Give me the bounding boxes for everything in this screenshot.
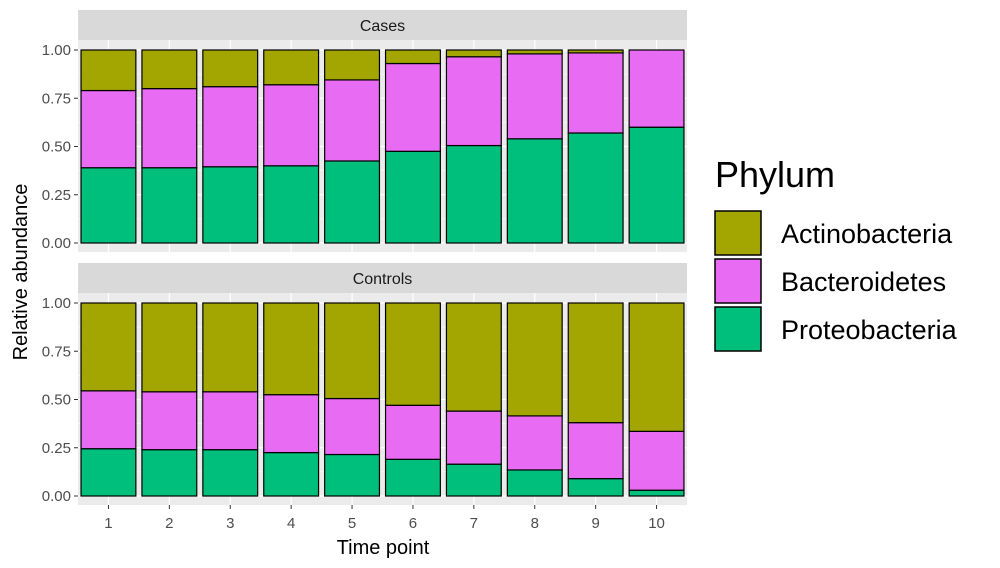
bar-segment-actinobacteria-2 [141, 302, 198, 393]
bar-segment-proteobacteria-4 [263, 451, 320, 497]
legend-label-proteobacteria: Proteobacteria [781, 315, 958, 345]
bar-segment-bacteroidetes-8 [506, 53, 563, 140]
bar-segment-actinobacteria-1 [80, 302, 137, 392]
bar-segment-proteobacteria-5 [324, 160, 381, 244]
bar-segment-bacteroidetes-9 [567, 422, 624, 480]
y-tick-label: 0.00 [42, 488, 71, 505]
y-tick-label: 0.25 [42, 440, 71, 457]
bar-segment-bacteroidetes-7 [445, 410, 502, 465]
x-tick-label: 9 [591, 515, 599, 532]
bar-segment-bacteroidetes-1 [80, 390, 137, 450]
y-tick-label: 0.25 [42, 187, 71, 204]
bar-segment-actinobacteria-1 [80, 49, 137, 92]
y-tick-label: 1.00 [42, 42, 71, 59]
y-axis-title: Relative abundance [10, 184, 32, 361]
legend-key-proteobacteria [714, 306, 762, 352]
bar-segment-actinobacteria-9 [567, 49, 624, 54]
legend: Phylum Actinobacteria Bacteroidetes Proteo… [714, 154, 958, 352]
bar-segment-bacteroidetes-10 [628, 49, 685, 128]
legend-key-bacteroidetes [714, 258, 762, 304]
bar-segment-proteobacteria-10 [628, 126, 685, 244]
x-tick-label: 2 [165, 515, 173, 532]
bar-segment-actinobacteria-6 [384, 302, 441, 406]
bar-segment-actinobacteria-3 [202, 49, 259, 88]
bar-segment-proteobacteria-8 [506, 469, 563, 497]
y-tick-label: 0.00 [42, 235, 71, 252]
facet-strip [78, 10, 687, 40]
bar-segment-proteobacteria-9 [567, 478, 624, 497]
bar-segment-bacteroidetes-6 [384, 62, 441, 152]
bar-segment-proteobacteria-1 [80, 167, 137, 244]
bar-segment-proteobacteria-5 [324, 453, 381, 497]
bar-segment-proteobacteria-10 [628, 489, 685, 497]
bar-segment-proteobacteria-6 [384, 458, 441, 497]
bar-segment-bacteroidetes-5 [324, 397, 381, 456]
facet-panels: Cases 0.00 0.25 0.50 0.75 1.00 Controls 0.00 0.2… [42, 10, 687, 505]
bar-segment-actinobacteria-7 [445, 302, 502, 412]
bar-segment-proteobacteria-1 [80, 448, 137, 497]
y-tick-label: 0.75 [42, 90, 71, 107]
bar-segment-proteobacteria-8 [506, 138, 563, 244]
facet-strip-label: Cases [360, 18, 405, 35]
x-tick-label: 6 [409, 515, 417, 532]
x-axis-title: Time point [337, 537, 430, 559]
bar-segment-bacteroidetes-8 [506, 415, 563, 471]
bar-segment-bacteroidetes-2 [141, 87, 198, 169]
bar-segment-bacteroidetes-4 [263, 394, 320, 454]
y-tick-label: 0.50 [42, 392, 71, 409]
legend-title: Phylum [715, 154, 835, 195]
x-tick-label: 7 [470, 515, 478, 532]
legend-label-bacteroidetes: Bacteroidetes [781, 267, 946, 297]
y-tick-label: 1.00 [42, 295, 71, 312]
bar-segment-bacteroidetes-3 [202, 391, 259, 451]
bar-segment-actinobacteria-7 [445, 49, 502, 58]
x-tick-label: 1 [104, 515, 112, 532]
bar-segment-actinobacteria-4 [263, 302, 320, 396]
x-tick-label: 3 [226, 515, 234, 532]
bar-segment-bacteroidetes-1 [80, 89, 137, 169]
x-tick-label: 10 [648, 515, 665, 532]
bar-segment-bacteroidetes-5 [324, 79, 381, 162]
x-tick-label: 5 [348, 515, 356, 532]
legend-key-actinobacteria [714, 210, 762, 256]
bar-segment-actinobacteria-9 [567, 302, 624, 424]
legend-label-actinobacteria: Actinobacteria [781, 219, 953, 249]
bar-segment-actinobacteria-3 [202, 302, 259, 393]
bar-segment-bacteroidetes-4 [263, 84, 320, 167]
bar-segment-proteobacteria-2 [141, 167, 198, 244]
bar-segment-bacteroidetes-10 [628, 430, 685, 491]
bar-segment-proteobacteria-4 [263, 165, 320, 244]
bar-segment-proteobacteria-7 [445, 463, 502, 497]
x-axis: 1 2 3 4 5 6 7 8 9 10 [104, 505, 665, 532]
bar-segment-proteobacteria-9 [567, 132, 624, 244]
bar-segment-proteobacteria-6 [384, 150, 441, 244]
bar-segment-actinobacteria-5 [324, 49, 381, 81]
x-tick-label: 8 [531, 515, 539, 532]
bar-segment-proteobacteria-3 [202, 449, 259, 497]
bar-segment-actinobacteria-10 [628, 302, 685, 432]
bar-segment-bacteroidetes-6 [384, 404, 441, 460]
facet-panel-cases: Cases 0.00 0.25 0.50 0.75 1.00 [42, 10, 687, 252]
x-tick-label: 4 [287, 515, 295, 532]
facet-strip-label: Controls [353, 271, 413, 288]
bar-segment-actinobacteria-8 [506, 49, 563, 55]
facet-strip [78, 263, 687, 293]
bar-segment-bacteroidetes-9 [567, 52, 624, 134]
bar-segment-actinobacteria-4 [263, 49, 320, 86]
y-tick-label: 0.75 [42, 343, 71, 360]
facet-panel-controls: Controls 0.00 0.25 0.50 0.75 1.00 [42, 263, 687, 505]
bar-segment-actinobacteria-6 [384, 49, 441, 65]
bar-segment-bacteroidetes-2 [141, 391, 198, 451]
bar-segment-bacteroidetes-7 [445, 56, 502, 147]
bar-segment-proteobacteria-2 [141, 449, 198, 497]
bar-segment-actinobacteria-5 [324, 302, 381, 400]
bar-segment-proteobacteria-7 [445, 144, 502, 244]
bar-segment-actinobacteria-8 [506, 302, 563, 417]
y-tick-label: 0.50 [42, 139, 71, 156]
bar-segment-actinobacteria-2 [141, 49, 198, 90]
bar-segment-proteobacteria-3 [202, 166, 259, 244]
bar-segment-bacteroidetes-3 [202, 86, 259, 168]
